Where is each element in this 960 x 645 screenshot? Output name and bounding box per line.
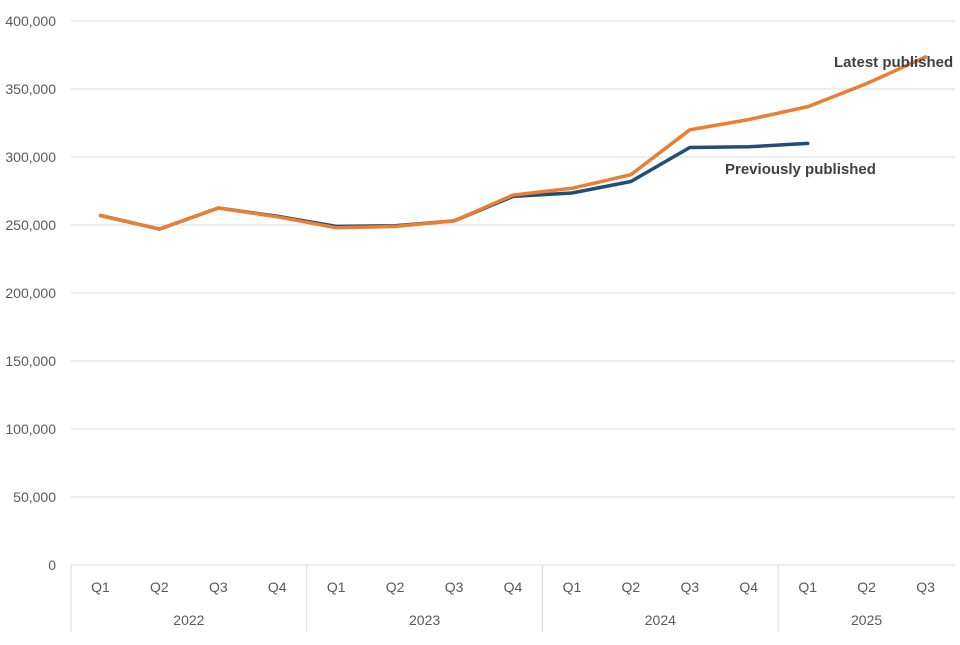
y-tick-label: 200,000 — [5, 285, 56, 301]
y-tick-label: 100,000 — [5, 421, 56, 437]
x-group-label: 2022 — [173, 612, 204, 628]
y-tick-label: 350,000 — [5, 81, 56, 97]
x-tick-label: Q1 — [327, 579, 346, 595]
y-tick-label: 150,000 — [5, 353, 56, 369]
label-latest-published: Latest published — [834, 54, 953, 71]
x-group-label: 2025 — [851, 612, 882, 628]
x-tick-label: Q2 — [857, 579, 876, 595]
y-tick-label: 50,000 — [13, 489, 56, 505]
x-tick-label: Q3 — [916, 579, 935, 595]
x-tick-label: Q1 — [563, 579, 582, 595]
x-tick-label: Q3 — [209, 579, 228, 595]
x-tick-label: Q3 — [680, 579, 699, 595]
x-tick-label: Q4 — [268, 579, 287, 595]
y-tick-label: 0 — [48, 557, 56, 573]
x-tick-label: Q1 — [798, 579, 817, 595]
x-tick-label: Q1 — [91, 579, 110, 595]
x-tick-label: Q3 — [445, 579, 464, 595]
y-tick-label: 400,000 — [5, 13, 56, 29]
y-tick-label: 300,000 — [5, 149, 56, 165]
series-line-previously-published — [101, 143, 808, 229]
label-previously-published: Previously published — [725, 161, 876, 178]
x-tick-label: Q4 — [504, 579, 523, 595]
x-group-label: 2023 — [409, 612, 440, 628]
x-tick-label: Q2 — [622, 579, 641, 595]
y-tick-label: 250,000 — [5, 217, 56, 233]
x-tick-label: Q4 — [739, 579, 758, 595]
x-tick-label: Q2 — [150, 579, 169, 595]
x-group-label: 2024 — [645, 612, 676, 628]
x-tick-label: Q2 — [386, 579, 405, 595]
